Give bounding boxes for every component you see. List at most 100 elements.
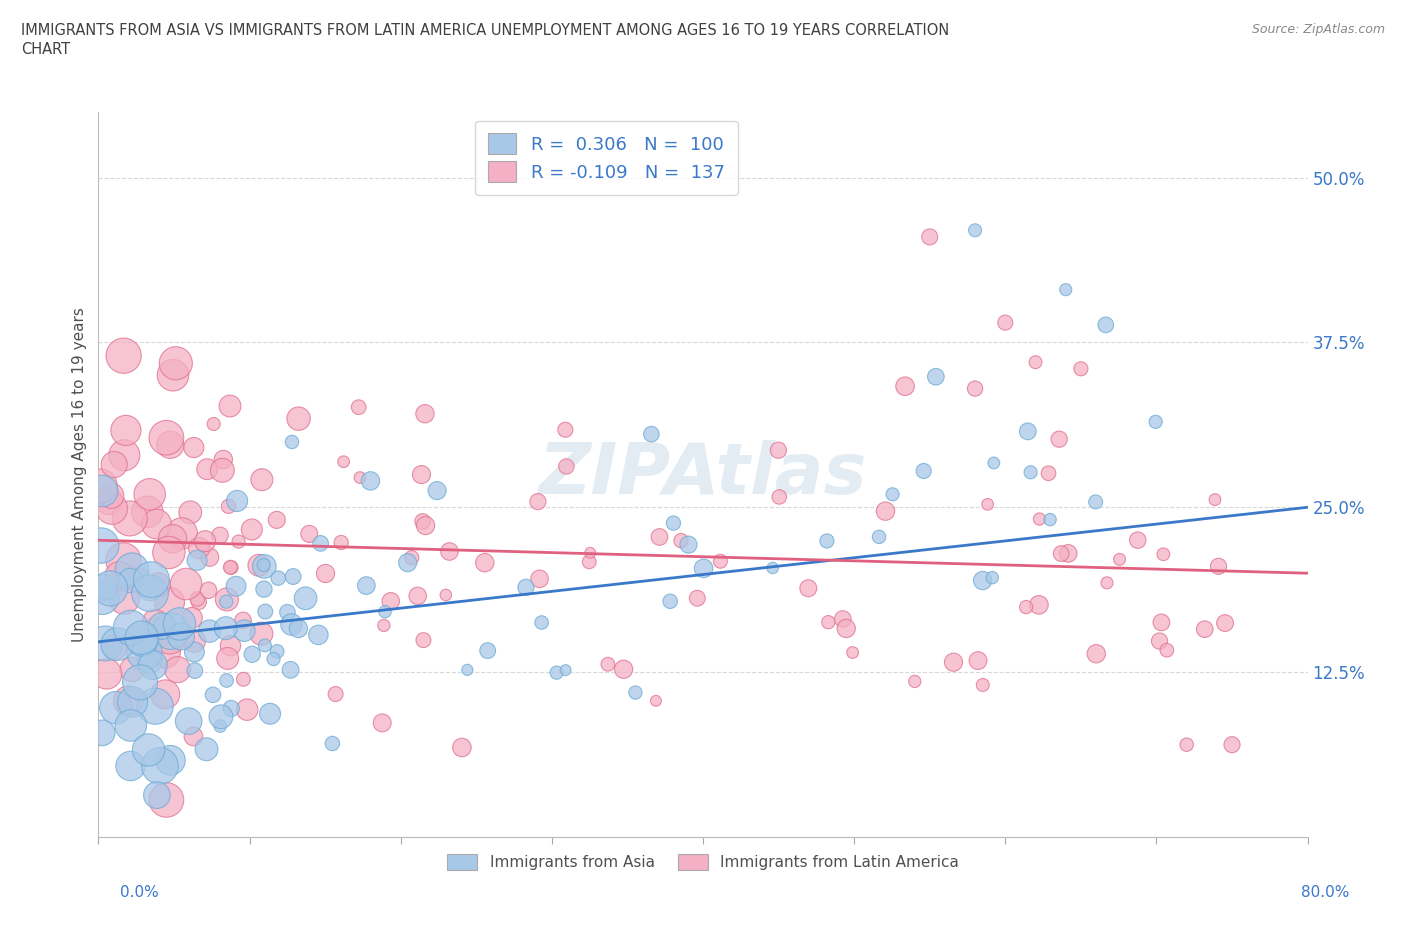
Point bbox=[686, 591, 709, 605]
Y-axis label: Unemployment Among Ages 16 to 19 years: Unemployment Among Ages 16 to 19 years bbox=[72, 307, 87, 642]
Point bbox=[259, 706, 281, 721]
Point bbox=[120, 620, 142, 635]
Point bbox=[215, 594, 238, 609]
Point bbox=[613, 662, 636, 677]
Point bbox=[253, 558, 276, 573]
Point bbox=[1095, 576, 1118, 591]
Point bbox=[515, 580, 537, 595]
Point bbox=[280, 618, 302, 632]
Point bbox=[145, 625, 167, 640]
Point bbox=[138, 654, 160, 669]
Point bbox=[360, 473, 382, 488]
Point bbox=[797, 581, 820, 596]
Point bbox=[143, 698, 166, 713]
Point bbox=[91, 725, 114, 740]
Point bbox=[155, 687, 177, 702]
Point bbox=[104, 700, 127, 715]
Point bbox=[1149, 633, 1171, 648]
Point bbox=[143, 614, 166, 629]
Point bbox=[554, 422, 576, 437]
Point bbox=[98, 581, 121, 596]
Point bbox=[965, 381, 987, 396]
Point bbox=[555, 459, 578, 474]
Point bbox=[276, 604, 298, 619]
Point bbox=[294, 591, 316, 605]
Point bbox=[1108, 551, 1130, 566]
Point bbox=[281, 569, 304, 584]
Point bbox=[645, 694, 668, 709]
Point bbox=[281, 434, 304, 449]
Point bbox=[177, 713, 200, 728]
Point bbox=[169, 617, 191, 631]
Point bbox=[108, 569, 131, 584]
Point bbox=[217, 498, 239, 513]
Point bbox=[1084, 495, 1107, 510]
Point bbox=[380, 594, 402, 609]
Point bbox=[202, 417, 225, 432]
Point bbox=[121, 662, 143, 677]
Point bbox=[1038, 466, 1060, 481]
Point bbox=[263, 652, 285, 667]
Point bbox=[183, 633, 205, 648]
Point bbox=[1126, 533, 1149, 548]
Text: ZIPAtlas: ZIPAtlas bbox=[538, 440, 868, 509]
Point bbox=[267, 571, 290, 586]
Point bbox=[1220, 737, 1243, 752]
Point bbox=[817, 615, 839, 630]
Point bbox=[159, 753, 181, 768]
Point bbox=[209, 719, 232, 734]
Point bbox=[159, 437, 181, 452]
Point bbox=[155, 792, 177, 807]
Point bbox=[894, 379, 917, 393]
Point bbox=[1208, 559, 1230, 574]
Point bbox=[120, 573, 142, 588]
Point bbox=[91, 590, 114, 604]
Point bbox=[120, 759, 142, 774]
Point bbox=[762, 561, 785, 576]
Point bbox=[149, 759, 172, 774]
Point bbox=[579, 545, 602, 560]
Point bbox=[815, 534, 838, 549]
Point bbox=[148, 578, 170, 592]
Point bbox=[412, 514, 434, 529]
Point bbox=[233, 623, 256, 638]
Point bbox=[1028, 512, 1050, 526]
Point bbox=[209, 710, 232, 724]
Point bbox=[578, 554, 600, 569]
Point bbox=[396, 555, 419, 570]
Point bbox=[142, 658, 165, 672]
Point bbox=[349, 471, 371, 485]
Point bbox=[596, 657, 619, 671]
Point bbox=[219, 560, 242, 575]
Point bbox=[413, 406, 436, 421]
Point bbox=[183, 440, 205, 455]
Point bbox=[134, 644, 156, 659]
Point bbox=[121, 695, 143, 710]
Point bbox=[138, 486, 160, 501]
Point bbox=[972, 573, 994, 588]
Text: 80.0%: 80.0% bbox=[1302, 885, 1350, 900]
Point bbox=[131, 631, 153, 645]
Point bbox=[250, 626, 273, 641]
Point bbox=[280, 662, 302, 677]
Point bbox=[212, 452, 235, 467]
Point bbox=[236, 702, 259, 717]
Point bbox=[91, 484, 114, 498]
Point bbox=[219, 638, 242, 653]
Text: IMMIGRANTS FROM ASIA VS IMMIGRANTS FROM LATIN AMERICA UNEMPLOYMENT AMONG AGES 16: IMMIGRANTS FROM ASIA VS IMMIGRANTS FROM … bbox=[21, 23, 949, 38]
Point bbox=[529, 571, 551, 586]
Point bbox=[309, 536, 332, 551]
Point bbox=[1057, 546, 1080, 561]
Point bbox=[194, 534, 217, 549]
Point bbox=[662, 515, 685, 530]
Point bbox=[967, 653, 990, 668]
Point bbox=[254, 604, 277, 619]
Point bbox=[1017, 424, 1039, 439]
Point bbox=[121, 563, 143, 578]
Point bbox=[141, 572, 163, 587]
Point bbox=[831, 612, 853, 627]
Point bbox=[253, 559, 276, 574]
Point bbox=[925, 369, 948, 384]
Point bbox=[882, 486, 904, 501]
Point bbox=[287, 411, 309, 426]
